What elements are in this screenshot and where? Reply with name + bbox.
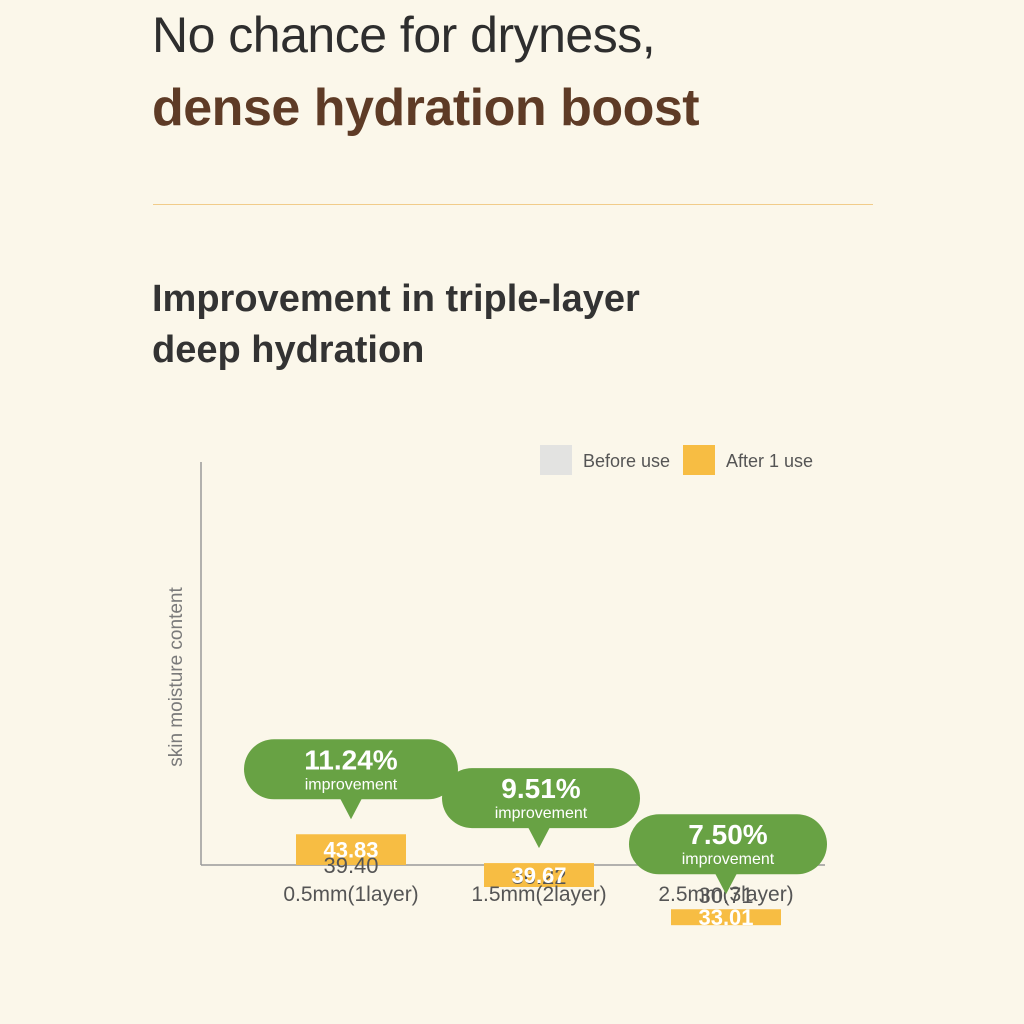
callout-value: 9.51%: [501, 773, 580, 804]
headline-line-2: dense hydration boost: [152, 79, 700, 137]
callout-pointer: [340, 798, 362, 820]
divider: [153, 204, 873, 205]
callout-value: 11.24%: [304, 744, 398, 775]
callout-text: improvement: [682, 851, 775, 868]
legend-label-after: After 1 use: [726, 451, 813, 471]
legend-swatch-after: [683, 445, 715, 475]
data-label-after: 39.67: [511, 863, 566, 888]
legend-label-before: Before use: [583, 451, 670, 471]
data-label-before: 36.22: [511, 864, 566, 889]
bar-after-use: [671, 909, 781, 926]
section-title: Improvement in triple-layer deep hydrati…: [152, 274, 792, 376]
callout-bubble: [442, 768, 640, 829]
improvement-callout: 9.51%improvement: [442, 768, 640, 849]
section-title-line-1: Improvement in triple-layer: [152, 278, 640, 320]
y-axis-label: skin moisture content: [166, 587, 187, 767]
bar-after-use: [296, 834, 406, 865]
improvement-callout: 7.50%improvement: [629, 814, 827, 895]
callout-bubble: [629, 814, 827, 875]
x-tick-label: 1.5mm(2layer): [471, 883, 606, 906]
data-label-before: 39.40: [323, 853, 378, 878]
data-label-after: 33.01: [698, 905, 753, 930]
x-tick-label: 2.5mm(3layer): [658, 883, 793, 906]
headline-line-1: No chance for dryness,: [152, 7, 656, 63]
improvement-callout: 11.24%improvement: [244, 739, 458, 820]
data-label-after: 43.83: [323, 838, 378, 863]
x-tick-label: 0.5mm(1layer): [283, 883, 418, 906]
section-title-line-2: deep hydration: [152, 329, 425, 371]
callout-bubble: [244, 739, 458, 800]
callout-text: improvement: [495, 805, 588, 822]
callout-value: 7.50%: [688, 819, 767, 850]
callout-pointer: [715, 873, 737, 895]
legend-swatch-before: [540, 445, 572, 475]
bar-after-use: [484, 863, 594, 887]
callout-text: improvement: [305, 776, 398, 793]
callout-pointer: [528, 827, 550, 849]
